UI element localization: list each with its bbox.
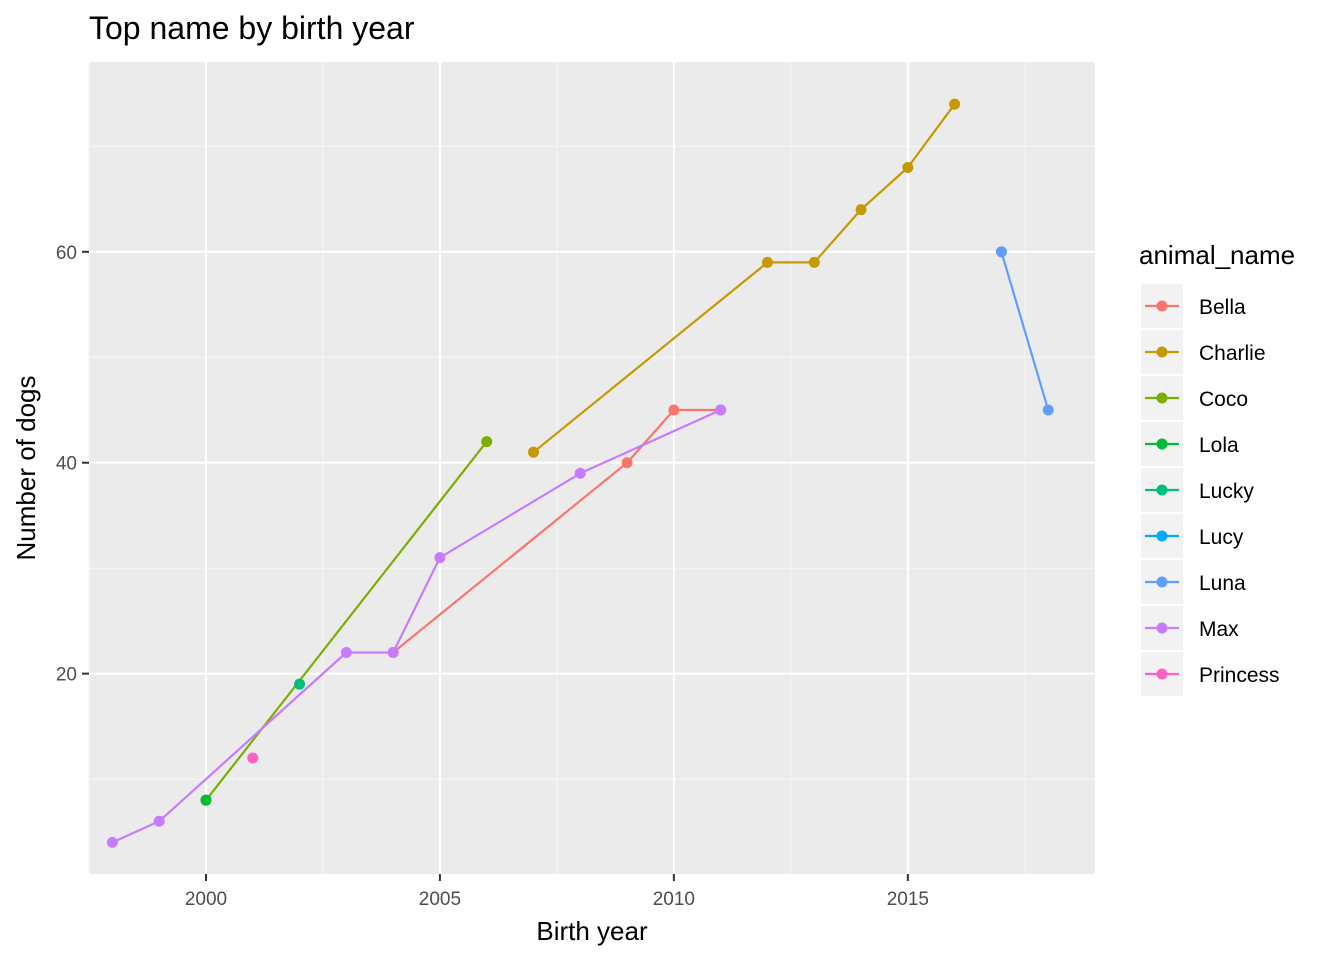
legend-label: Bella bbox=[1199, 296, 1246, 319]
series-layer bbox=[106, 98, 1054, 848]
series-charlie bbox=[528, 98, 961, 458]
legend-key-point bbox=[1156, 484, 1168, 496]
data-point-max bbox=[153, 815, 165, 827]
series-princess bbox=[247, 752, 259, 764]
legend-key-point bbox=[1156, 622, 1168, 634]
legend-label: Lola bbox=[1199, 434, 1239, 457]
legend-item-lucky: Lucky bbox=[1141, 468, 1254, 512]
legend-title: animal_name bbox=[1139, 240, 1295, 270]
legend-items: Bella Charlie Coco Lola Lucky Lucy Luna Max Prin… bbox=[1141, 284, 1280, 696]
series-line-charlie bbox=[532, 103, 956, 454]
data-point-charlie bbox=[855, 204, 867, 216]
minor-gridlines bbox=[88, 62, 1095, 874]
series-line-luna bbox=[1000, 251, 1050, 411]
data-point-luna bbox=[1042, 404, 1054, 416]
legend: animal_name Bella Charlie Coco Lola Lucky Luc… bbox=[1139, 240, 1295, 696]
legend-key-point bbox=[1156, 438, 1168, 450]
data-point-max bbox=[715, 404, 727, 416]
legend-item-lola: Lola bbox=[1141, 422, 1239, 466]
data-point-bella bbox=[621, 457, 633, 469]
legend-label: Luna bbox=[1199, 572, 1246, 595]
data-point-max bbox=[387, 647, 399, 659]
legend-item-charlie: Charlie bbox=[1141, 330, 1266, 374]
legend-item-max: Max bbox=[1141, 606, 1239, 650]
data-point-bella bbox=[668, 404, 680, 416]
data-point-charlie bbox=[808, 256, 820, 268]
legend-item-lucy: Lucy bbox=[1141, 514, 1244, 558]
legend-item-princess: Princess bbox=[1141, 652, 1280, 696]
x-tick-label: 2005 bbox=[419, 889, 461, 910]
data-point-charlie bbox=[902, 161, 914, 173]
data-point-luna bbox=[995, 246, 1007, 258]
x-axis-ticks: 2000 2005 2010 2015 bbox=[185, 874, 929, 910]
data-point-charlie bbox=[761, 256, 773, 268]
legend-label: Coco bbox=[1199, 388, 1248, 411]
series-line-coco bbox=[205, 440, 488, 801]
legend-label: Princess bbox=[1199, 664, 1280, 687]
legend-label: Charlie bbox=[1199, 342, 1266, 365]
data-point-lola bbox=[200, 794, 212, 806]
legend-label: Max bbox=[1199, 618, 1239, 641]
x-axis-title: Birth year bbox=[536, 916, 648, 946]
y-axis-title: Number of dogs bbox=[11, 376, 41, 561]
data-point-coco bbox=[481, 436, 493, 448]
data-point-charlie bbox=[949, 98, 961, 110]
legend-key-point bbox=[1156, 668, 1168, 680]
data-point-max bbox=[106, 836, 118, 848]
x-tick-label: 2000 bbox=[185, 889, 227, 910]
data-point-charlie bbox=[528, 446, 540, 458]
legend-key-point bbox=[1156, 530, 1168, 542]
series-lucky bbox=[294, 678, 306, 690]
legend-label: Lucy bbox=[1199, 526, 1244, 549]
series-max bbox=[106, 404, 727, 848]
legend-key-point bbox=[1156, 392, 1168, 404]
data-point-lucky bbox=[294, 678, 306, 690]
legend-item-bella: Bella bbox=[1141, 284, 1246, 328]
chart-title: Top name by birth year bbox=[89, 10, 415, 46]
y-tick-label: 40 bbox=[56, 454, 77, 475]
data-point-princess bbox=[247, 752, 259, 764]
legend-key-point bbox=[1156, 576, 1168, 588]
legend-label: Lucky bbox=[1199, 480, 1254, 503]
series-lola bbox=[200, 794, 212, 806]
data-point-max bbox=[340, 647, 352, 659]
legend-item-coco: Coco bbox=[1141, 376, 1248, 420]
legend-key-point bbox=[1156, 300, 1168, 312]
series-luna bbox=[995, 246, 1054, 416]
x-tick-label: 2015 bbox=[887, 889, 929, 910]
y-tick-label: 20 bbox=[56, 665, 77, 686]
series-line-bella bbox=[392, 408, 721, 654]
x-tick-label: 2010 bbox=[653, 889, 695, 910]
data-point-max bbox=[434, 552, 446, 564]
y-tick-label: 60 bbox=[56, 243, 77, 264]
data-point-max bbox=[574, 467, 586, 479]
y-axis-ticks: 20 40 60 bbox=[56, 243, 89, 686]
legend-item-luna: Luna bbox=[1141, 560, 1246, 604]
major-gridlines bbox=[89, 62, 1095, 874]
legend-key-point bbox=[1156, 346, 1168, 358]
